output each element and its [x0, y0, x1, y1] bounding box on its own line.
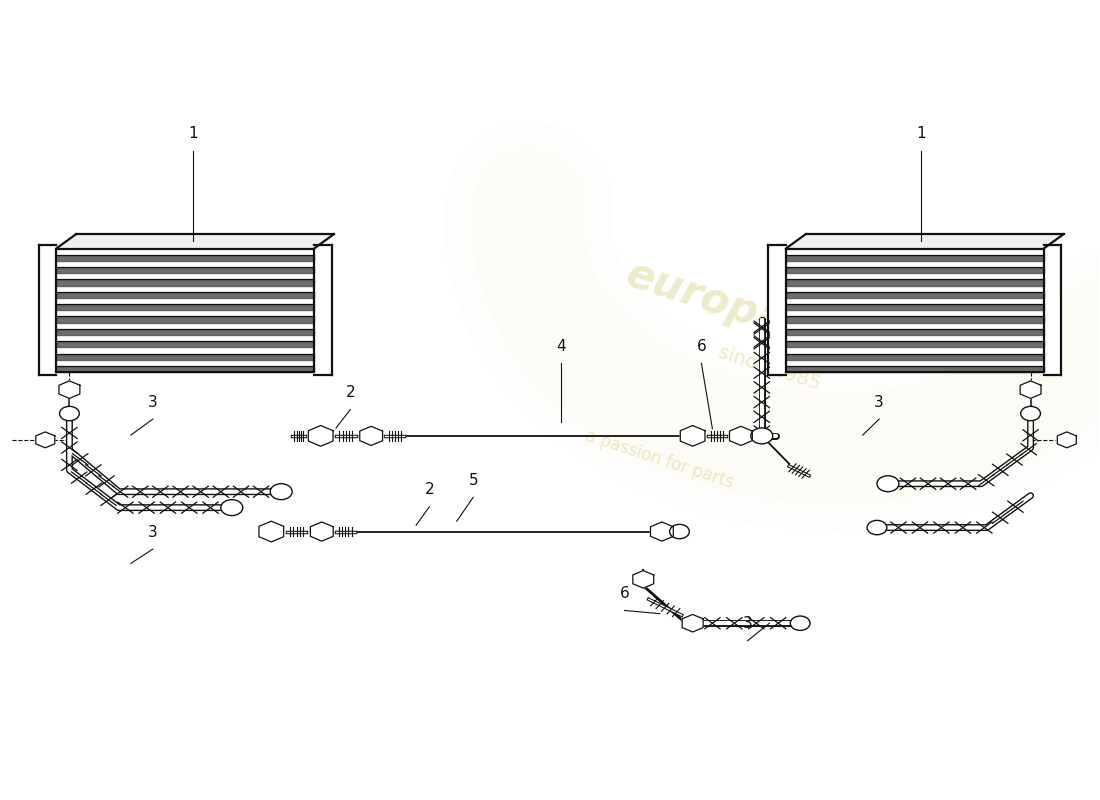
Circle shape — [271, 484, 293, 500]
Polygon shape — [785, 256, 1044, 261]
Text: 4: 4 — [557, 338, 565, 354]
Text: 3: 3 — [874, 394, 884, 410]
Circle shape — [751, 428, 772, 444]
Polygon shape — [308, 426, 333, 446]
Polygon shape — [258, 521, 284, 542]
Text: 1: 1 — [188, 126, 198, 141]
Polygon shape — [632, 570, 653, 588]
Polygon shape — [39, 246, 56, 375]
Polygon shape — [56, 234, 333, 249]
Text: 2: 2 — [425, 482, 435, 498]
Polygon shape — [682, 614, 703, 632]
Polygon shape — [56, 367, 315, 372]
Polygon shape — [59, 381, 80, 398]
Polygon shape — [310, 522, 333, 541]
Polygon shape — [315, 246, 332, 375]
Circle shape — [867, 520, 887, 534]
Polygon shape — [785, 318, 1044, 322]
Circle shape — [877, 476, 899, 492]
Polygon shape — [650, 522, 673, 541]
Polygon shape — [56, 354, 315, 360]
Text: 2: 2 — [345, 385, 355, 400]
Polygon shape — [36, 432, 55, 448]
Polygon shape — [360, 426, 383, 446]
Polygon shape — [785, 268, 1044, 274]
Polygon shape — [56, 281, 315, 286]
Polygon shape — [56, 249, 315, 372]
Polygon shape — [785, 330, 1044, 335]
Polygon shape — [785, 354, 1044, 360]
Polygon shape — [785, 367, 1044, 372]
Polygon shape — [785, 249, 1044, 372]
Polygon shape — [56, 342, 315, 347]
Polygon shape — [56, 330, 315, 335]
Text: 3: 3 — [147, 525, 157, 539]
Polygon shape — [56, 305, 315, 310]
Text: 6: 6 — [696, 338, 706, 354]
Circle shape — [670, 524, 690, 538]
Text: 6: 6 — [619, 586, 629, 601]
Circle shape — [221, 500, 243, 515]
Circle shape — [790, 616, 810, 630]
Polygon shape — [1044, 246, 1061, 375]
Text: 1: 1 — [916, 126, 926, 141]
Polygon shape — [785, 234, 1064, 249]
Circle shape — [1021, 406, 1041, 421]
Polygon shape — [729, 426, 752, 446]
Text: 3: 3 — [742, 616, 752, 631]
Text: since 1985: since 1985 — [716, 342, 823, 394]
Polygon shape — [56, 268, 315, 274]
Polygon shape — [56, 318, 315, 322]
Text: 3: 3 — [147, 394, 157, 410]
Polygon shape — [1057, 432, 1076, 448]
Polygon shape — [785, 281, 1044, 286]
Polygon shape — [785, 305, 1044, 310]
Text: 5: 5 — [469, 473, 478, 488]
Circle shape — [59, 406, 79, 421]
Text: a passion for parts: a passion for parts — [583, 427, 736, 492]
Text: europarts: europarts — [620, 253, 852, 364]
Polygon shape — [785, 293, 1044, 298]
Polygon shape — [785, 342, 1044, 347]
Polygon shape — [680, 426, 705, 446]
Polygon shape — [56, 293, 315, 298]
Polygon shape — [56, 256, 315, 261]
Polygon shape — [1020, 381, 1041, 398]
Polygon shape — [768, 246, 785, 375]
